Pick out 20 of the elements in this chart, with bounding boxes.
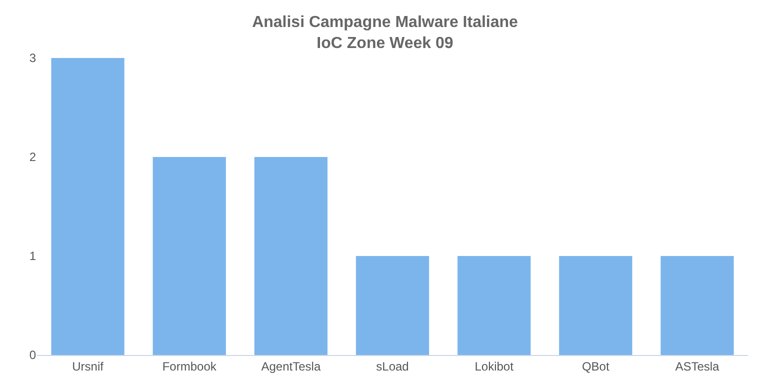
bar bbox=[152, 157, 226, 355]
bar bbox=[559, 256, 632, 355]
chart-subtitle: IoC Zone Week 09 bbox=[316, 34, 454, 52]
bar bbox=[660, 256, 734, 355]
x-tick-label: sLoad bbox=[376, 359, 409, 374]
bar bbox=[254, 157, 328, 355]
y-tick-label: 0 bbox=[29, 348, 36, 362]
y-tick-label: 1 bbox=[29, 249, 36, 264]
x-tick-label: Formbook bbox=[162, 359, 218, 374]
bar bbox=[356, 256, 430, 355]
x-tick-label: Ursnif bbox=[72, 359, 104, 374]
y-tick-label: 2 bbox=[29, 150, 36, 164]
x-tick-label: ASTesla bbox=[675, 359, 720, 374]
x-tick-label: AgentTesla bbox=[261, 359, 321, 374]
chart-title: Analisi Campagne Malware Italiane bbox=[252, 14, 518, 31]
bar bbox=[458, 256, 531, 355]
x-tick-label: Lokibot bbox=[474, 359, 514, 374]
x-tick-label: QBot bbox=[582, 359, 610, 374]
y-tick-label: 3 bbox=[29, 51, 36, 66]
bar bbox=[51, 58, 124, 355]
